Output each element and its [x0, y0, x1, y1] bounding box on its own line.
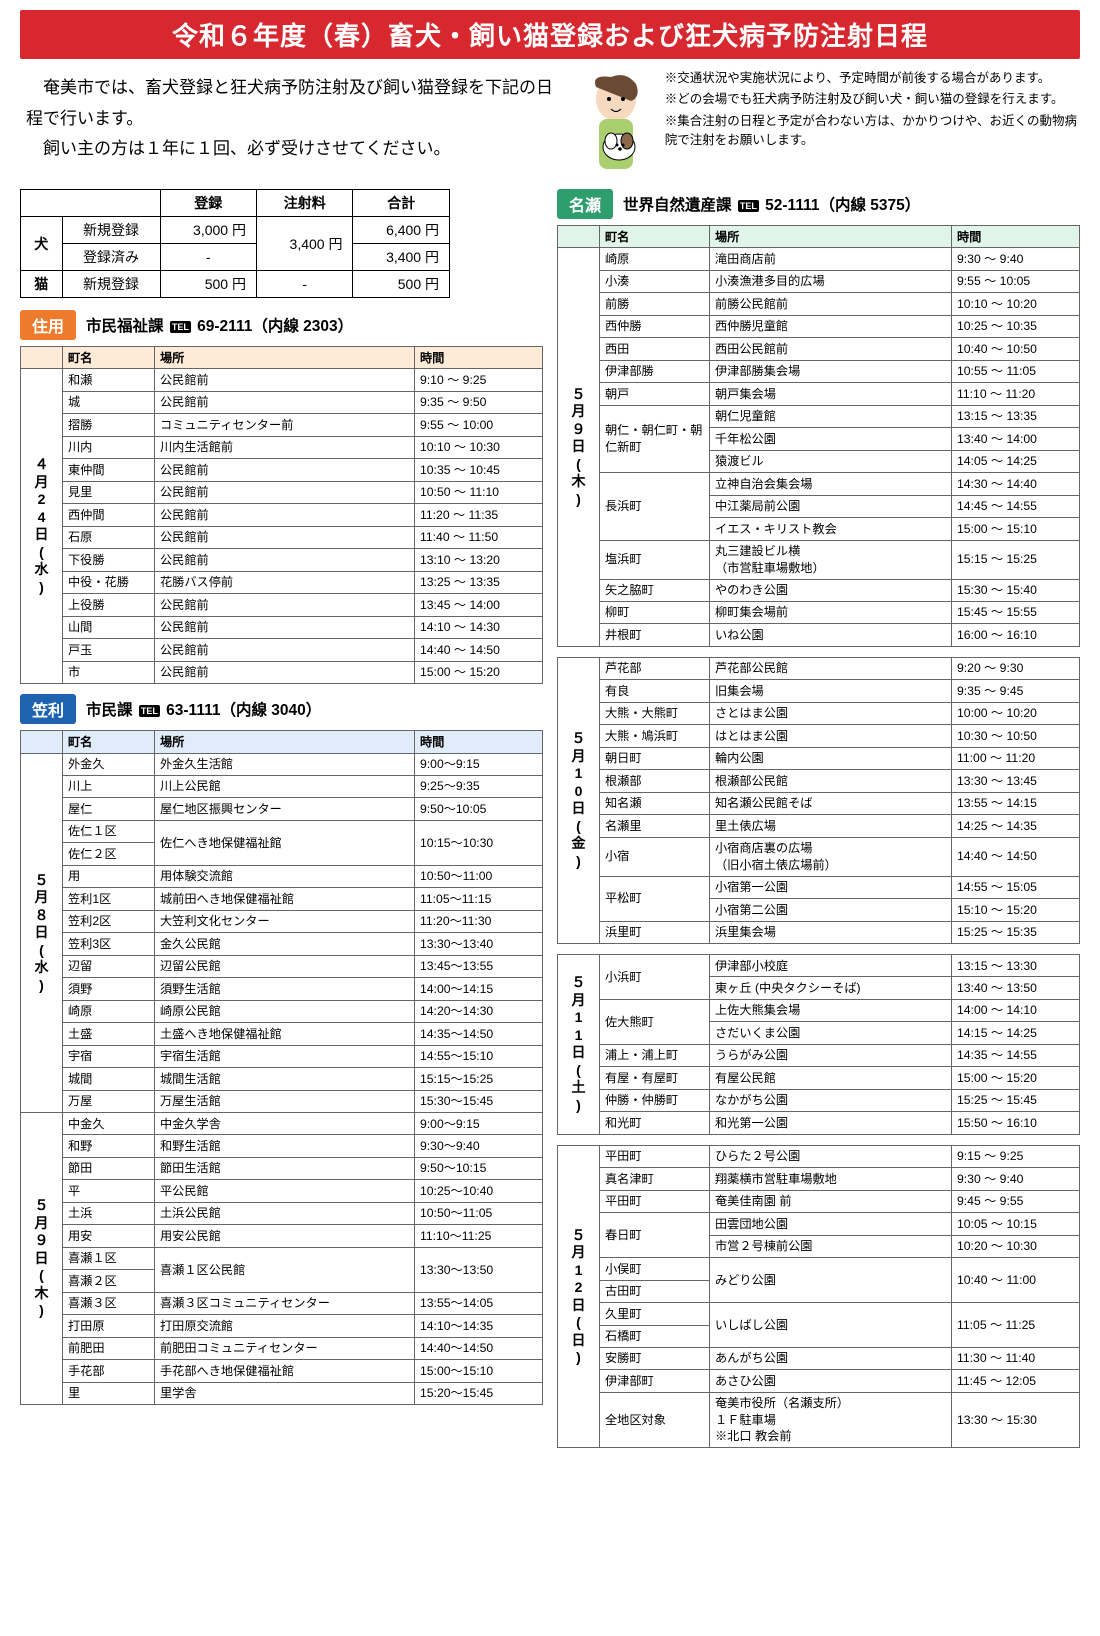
naze-table-4: ５月12日(日)平田町ひらた２号公園9:15 ～ 9:25真名津町翔薬横市営駐車…	[557, 1145, 1080, 1449]
sumiyou-dept: 市民福祉課 TEL 69-2111（内線 2303）	[86, 314, 353, 336]
tel-icon: TEL	[139, 705, 160, 717]
sumiyou-table: 町名場所時間 ４月24日(水)和瀬公民館前9:10 ～ 9:25城公民館前9:3…	[20, 346, 543, 684]
naze-dept: 世界自然遺産課 TEL 52-1111（内線 5375）	[623, 193, 920, 215]
page-title: 令和６年度（春）畜犬・飼い猫登録および狂犬病予防注射日程	[20, 10, 1080, 59]
naze-table-3: ５月11日(土)小浜町伊津部小校庭13:15 ～ 13:30東ヶ丘 (中央タクシ…	[557, 954, 1080, 1135]
naze-table-2: ５月10日(金)芦花部芦花部公民館9:20 ～ 9:30有良旧集会場9:35 ～…	[557, 657, 1080, 944]
kasari-badge: 笠利	[20, 694, 76, 724]
kasari-dept: 市民課 TEL 63-1111（内線 3040）	[86, 698, 321, 720]
fee-table: 登録 注射料 合計 犬 新規登録 3,000 円 3,400 円 6,400 円…	[20, 189, 450, 298]
intro-text: 奄美市では、畜犬登録と狂犬病予防注射及び飼い猫登録を下記の日程で行います。 飼い…	[20, 69, 561, 179]
tel-icon: TEL	[170, 321, 191, 333]
kasari-table: 町名場所時間 ５月８日(水)外金久外金久生活館9:00～9:15川上川上公民館9…	[20, 730, 543, 1405]
illustration	[571, 69, 661, 179]
tel-icon: TEL	[738, 200, 759, 212]
naze-table-1: 町名場所時間 ５月９日(木)崎原滝田商店前9:30 ～ 9:40小湊小湊漁港多目…	[557, 225, 1080, 647]
naze-badge: 名瀬	[557, 189, 613, 219]
sumiyou-badge: 住用	[20, 310, 76, 340]
notes: ※交通状況や実施状況により、予定時間が前後する場合があります。 ※どの会場でも狂…	[665, 69, 1080, 179]
